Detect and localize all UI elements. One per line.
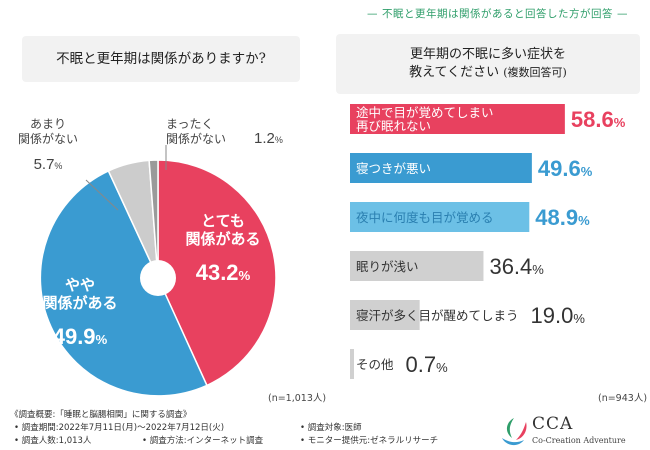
pie-slice-2 <box>39 169 208 397</box>
right-question-line2: 教えてください (複数回答可) <box>409 64 567 82</box>
bar-value-2: 49.6% <box>538 156 593 181</box>
survey-period: • 調査期間:2022年7月11日(月)〜2022年7月12日(火) <box>14 423 225 433</box>
bar-label-2-line-1: 寝つきが悪い <box>356 161 431 176</box>
bar-value-6: 0.7% <box>406 352 449 377</box>
bar-5 <box>350 300 420 330</box>
bar-chart: 途中で目が覚めてしまい 再び眠れない 58.6% 寝つきが悪い 49.6% 夜中に何度も目… <box>350 104 640 384</box>
footer: 《調査概要:「睡眠と脳腸相関」に関する調査》 • 調査期間:2022年7月11日… <box>0 402 650 450</box>
pie-chart: とても 関係がある 43.2% やや 関係がある 49.9% あまり 関係がない 5.7% まった… <box>6 70 326 397</box>
right-question: 更年期の不眠に多い症状を 教えてください (複数回答可) <box>336 34 640 94</box>
bar-value-3: 48.9% <box>535 205 590 230</box>
bar-label-3-line-1: 夜中に何度も目が覚める <box>356 210 494 225</box>
pie-center-hole <box>140 260 176 296</box>
pie-label-3-line-1: あまり <box>30 117 66 131</box>
left-sample-size: (n=1,013人) <box>268 393 327 404</box>
right-question-sub: (複数回答可) <box>503 66 567 79</box>
right-question-line2-text: 教えてください <box>409 65 500 80</box>
left-question: 不眠と更年期は関係がありますか? <box>22 36 300 82</box>
right-question-line1: 更年期の不眠に多い症状を <box>409 47 566 63</box>
bar-label-6-line-1: その他 <box>356 357 394 372</box>
note-dash-right: — <box>617 8 628 20</box>
bar-track-6 <box>350 349 570 379</box>
survey-title: 《調査概要:「睡眠と脳腸相関」に関する調査》 <box>10 410 192 420</box>
cca-logo-icon <box>502 418 527 446</box>
bar-value-5: 19.0% <box>531 303 586 328</box>
bar-label-1-line-1: 途中で目が覚めてしまい <box>356 105 494 120</box>
bar-group-6: その他 0.7% <box>350 349 570 379</box>
pie-label-1-line-1: とても <box>201 212 245 230</box>
bar-label-1-line-2: 再び眠れない <box>356 119 431 134</box>
survey-target: • 調査対象:医師 <box>300 423 362 433</box>
bar-1 <box>350 104 565 134</box>
pie-value-1: 43.2% <box>196 260 251 285</box>
bar-3 <box>350 202 530 232</box>
pie-label-2-line-1: やや <box>65 276 95 294</box>
bar-value-4: 36.4% <box>489 254 544 279</box>
bar-2 <box>350 153 532 183</box>
pie-leader-line-3 <box>85 179 119 211</box>
survey-note-text: 不眠と更年期は関係があると回答した方が回答 <box>382 8 613 20</box>
survey-count: • 調査人数:1,013人 <box>14 436 92 446</box>
bar-6 <box>350 349 354 379</box>
cca-logo: CCA Co-Creation Adventure <box>498 414 648 450</box>
bar-4 <box>350 251 484 281</box>
bar-group-2: 寝つきが悪い 49.6% <box>350 153 593 183</box>
note-dash-left: — <box>367 8 378 20</box>
pie-label-4-line-1: まったく <box>166 117 214 131</box>
pie-label-2-line-2: 関係がある <box>42 294 117 312</box>
bar-group-5: 寝汗が多く目が醒めてしまう 19.0% <box>350 300 585 330</box>
bar-group-4: 眠りが浅い 36.4% <box>350 251 570 281</box>
cca-logo-tagline: Co-Creation Adventure <box>532 436 626 445</box>
bar-label-5-line-1: 寝汗が多く目が醒めてしまう <box>356 308 519 323</box>
pie-slice-4 <box>148 159 159 279</box>
right-sample-size: (n=943人) <box>598 393 648 404</box>
pie-slice-1 <box>157 159 277 387</box>
bar-value-1: 58.6% <box>571 107 626 132</box>
pie-value-3: 5.7% <box>34 156 63 173</box>
pie-value-4: 1.2% <box>254 130 283 147</box>
pie-chart-svg: とても関係がある43.2%やや関係がある49.9%あまり関係がない5.7%まった… <box>18 117 283 397</box>
pie-label-4-line-2: 関係がない <box>166 131 226 146</box>
pie-label-3-line-2: 関係がない <box>18 131 78 146</box>
survey-provider: • モニター提供元:ゼネラルリサーチ <box>300 436 439 446</box>
pie-value-2: 49.9% <box>53 324 108 349</box>
survey-method: • 調査方法:インターネット調査 <box>142 436 264 446</box>
cca-logo-name: CCA <box>532 414 574 434</box>
bar-group-3: 夜中に何度も目が覚める 48.9% <box>350 202 590 232</box>
bar-label-4-line-1: 眠りが浅い <box>356 259 419 274</box>
survey-note: — 不眠と更年期は関係があると回答した方が回答 — <box>363 6 632 21</box>
pie-label-1-line-2: 関係がある <box>185 230 260 248</box>
